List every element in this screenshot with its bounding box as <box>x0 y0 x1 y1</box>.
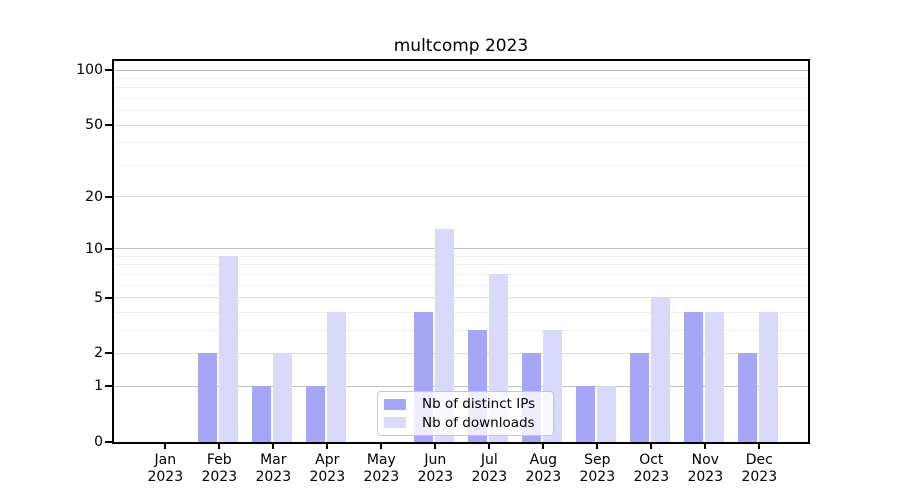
x-tick-label-feb: Feb 2023 <box>189 452 249 486</box>
x-tick-year-jul: 2023 <box>471 469 508 485</box>
gridline-minor-60 <box>114 110 808 112</box>
legend-label-downloads: Nb of downloads <box>422 414 535 431</box>
x-tick-may <box>380 444 383 449</box>
x-tick-jul <box>488 444 491 449</box>
x-tick-year-jun: 2023 <box>417 469 454 485</box>
x-tick-year-oct: 2023 <box>633 469 670 485</box>
x-tick-label-jan: Jan 2023 <box>135 452 195 486</box>
gridline-minor-90 <box>114 77 808 79</box>
bar-distinct-ips-feb <box>197 353 218 442</box>
x-tick-oct <box>650 444 653 449</box>
x-tick-year-nov: 2023 <box>687 469 724 485</box>
y-tick-label-1: 1 <box>94 378 103 395</box>
x-tick-year-apr: 2023 <box>309 469 346 485</box>
gridline-minor-7 <box>114 273 808 275</box>
x-tick-year-mar: 2023 <box>255 469 292 485</box>
y-tick-label-20: 20 <box>85 188 103 205</box>
gridline-medium-5 <box>114 297 808 299</box>
x-tick-dec <box>758 444 761 449</box>
y-tick-0 <box>105 441 112 443</box>
gridline-strong-100 <box>114 69 808 71</box>
y-tick-label-0: 0 <box>94 434 103 450</box>
legend-swatch-distinct-ips <box>384 398 406 410</box>
y-tick-label-50: 50 <box>85 117 103 134</box>
x-tick-year-aug: 2023 <box>525 469 562 485</box>
bar-distinct-ips-apr <box>305 386 326 442</box>
x-tick-label-may: May 2023 <box>351 452 411 486</box>
x-tick-year-may: 2023 <box>363 469 400 485</box>
x-tick-sep <box>596 444 599 449</box>
gridline-minor-30 <box>114 164 808 166</box>
gridline-medium-2 <box>114 352 808 354</box>
x-tick-label-apr: Apr 2023 <box>297 452 357 486</box>
gridline-minor-4 <box>114 311 808 313</box>
bar-downloads-apr <box>326 312 347 442</box>
x-tick-year-jan: 2023 <box>147 469 184 485</box>
legend: Nb of distinct IPs Nb of downloads <box>377 391 554 436</box>
bar-distinct-ips-mar <box>251 386 272 442</box>
x-tick-mar <box>272 444 275 449</box>
chart-title: multcomp 2023 <box>393 36 529 56</box>
gridline-minor-9 <box>114 255 808 257</box>
y-tick-10 <box>105 247 112 250</box>
plot-area <box>112 59 810 444</box>
bar-distinct-ips-oct <box>629 353 650 442</box>
legend-label-distinct-ips: Nb of distinct IPs <box>422 396 536 413</box>
bar-distinct-ips-nov <box>683 312 704 442</box>
x-tick-year-feb: 2023 <box>201 469 238 485</box>
bar-downloads-nov <box>704 312 725 442</box>
bar-distinct-ips-dec <box>737 353 758 442</box>
bar-distinct-ips-sep <box>575 386 596 442</box>
gridline-minor-8 <box>114 264 808 266</box>
y-tick-label-5: 5 <box>94 289 103 306</box>
gridline-medium-20 <box>114 196 808 198</box>
bar-downloads-jun <box>434 229 455 442</box>
x-tick-label-mar: Mar 2023 <box>243 452 303 486</box>
gridline-minor-40 <box>114 142 808 144</box>
bar-downloads-mar <box>272 353 293 442</box>
y-tick-100 <box>105 69 112 71</box>
gridline-minor-70 <box>114 97 808 99</box>
x-tick-year-sep: 2023 <box>579 469 616 485</box>
bar-downloads-sep <box>596 386 617 442</box>
legend-swatch-downloads <box>384 417 406 429</box>
x-tick-label-sep: Sep 2023 <box>567 452 627 486</box>
plot-inner <box>114 61 808 442</box>
x-tick-feb <box>218 444 221 449</box>
x-tick-label-nov: Nov 2023 <box>675 452 735 486</box>
y-tick-label-100: 100 <box>76 62 103 78</box>
legend-row-downloads: Nb of downloads <box>384 415 547 431</box>
gridline-medium-50 <box>114 124 808 126</box>
bar-downloads-feb <box>218 256 239 442</box>
x-tick-label-oct: Oct 2023 <box>621 452 681 486</box>
y-tick-2 <box>105 352 112 355</box>
x-tick-label-jul: Jul 2023 <box>459 452 519 486</box>
gridline-minor-6 <box>114 284 808 286</box>
x-tick-label-aug: Aug 2023 <box>513 452 573 486</box>
y-tick-5 <box>105 296 112 299</box>
y-tick-1 <box>105 385 112 388</box>
bar-downloads-dec <box>758 312 779 442</box>
x-tick-jun <box>434 444 437 449</box>
x-tick-year-dec: 2023 <box>741 469 778 485</box>
gridline-minor-80 <box>114 87 808 89</box>
gridline-minor-3 <box>114 329 808 331</box>
y-tick-50 <box>105 124 112 127</box>
y-tick-label-10: 10 <box>85 240 103 257</box>
y-tick-20 <box>105 195 112 198</box>
y-tick-label-2: 2 <box>94 345 103 362</box>
x-tick-aug <box>542 444 545 449</box>
x-tick-apr <box>326 444 329 449</box>
gridline-strong-1 <box>114 385 808 387</box>
legend-row-distinct-ips: Nb of distinct IPs <box>384 396 547 412</box>
x-tick-label-dec: Dec 2023 <box>729 452 789 486</box>
x-tick-jan <box>164 444 167 449</box>
bar-downloads-oct <box>650 297 671 442</box>
x-tick-label-jun: Jun 2023 <box>405 452 465 486</box>
gridline-strong-10 <box>114 248 808 250</box>
x-tick-nov <box>704 444 707 449</box>
